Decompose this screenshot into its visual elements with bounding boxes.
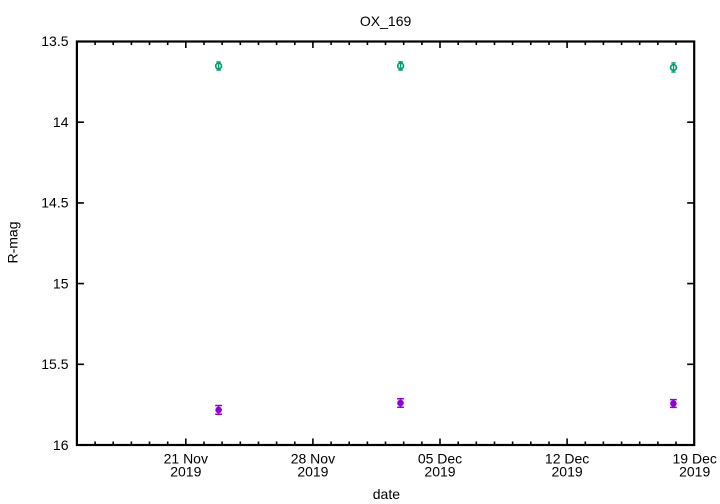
svg-text:14: 14 (53, 114, 69, 130)
svg-text:12 Dec: 12 Dec (545, 451, 589, 467)
svg-text:2019: 2019 (297, 463, 328, 479)
svg-text:2019: 2019 (170, 463, 201, 479)
svg-text:19 Dec: 19 Dec (673, 451, 717, 467)
svg-text:15.5: 15.5 (41, 356, 68, 372)
svg-text:05 Dec: 05 Dec (418, 451, 462, 467)
svg-text:16: 16 (53, 437, 69, 453)
svg-text:15: 15 (53, 275, 69, 291)
svg-text:2019: 2019 (679, 463, 710, 479)
svg-text:date: date (373, 486, 400, 502)
svg-text:OX_169: OX_169 (360, 13, 412, 29)
svg-text:13.5: 13.5 (41, 33, 68, 49)
svg-text:21 Nov: 21 Nov (164, 451, 208, 467)
svg-text:R-mag: R-mag (5, 221, 21, 263)
svg-text:2019: 2019 (552, 463, 583, 479)
svg-text:14.5: 14.5 (41, 195, 68, 211)
svg-text:2019: 2019 (424, 463, 455, 479)
svg-text:28 Nov: 28 Nov (291, 451, 335, 467)
